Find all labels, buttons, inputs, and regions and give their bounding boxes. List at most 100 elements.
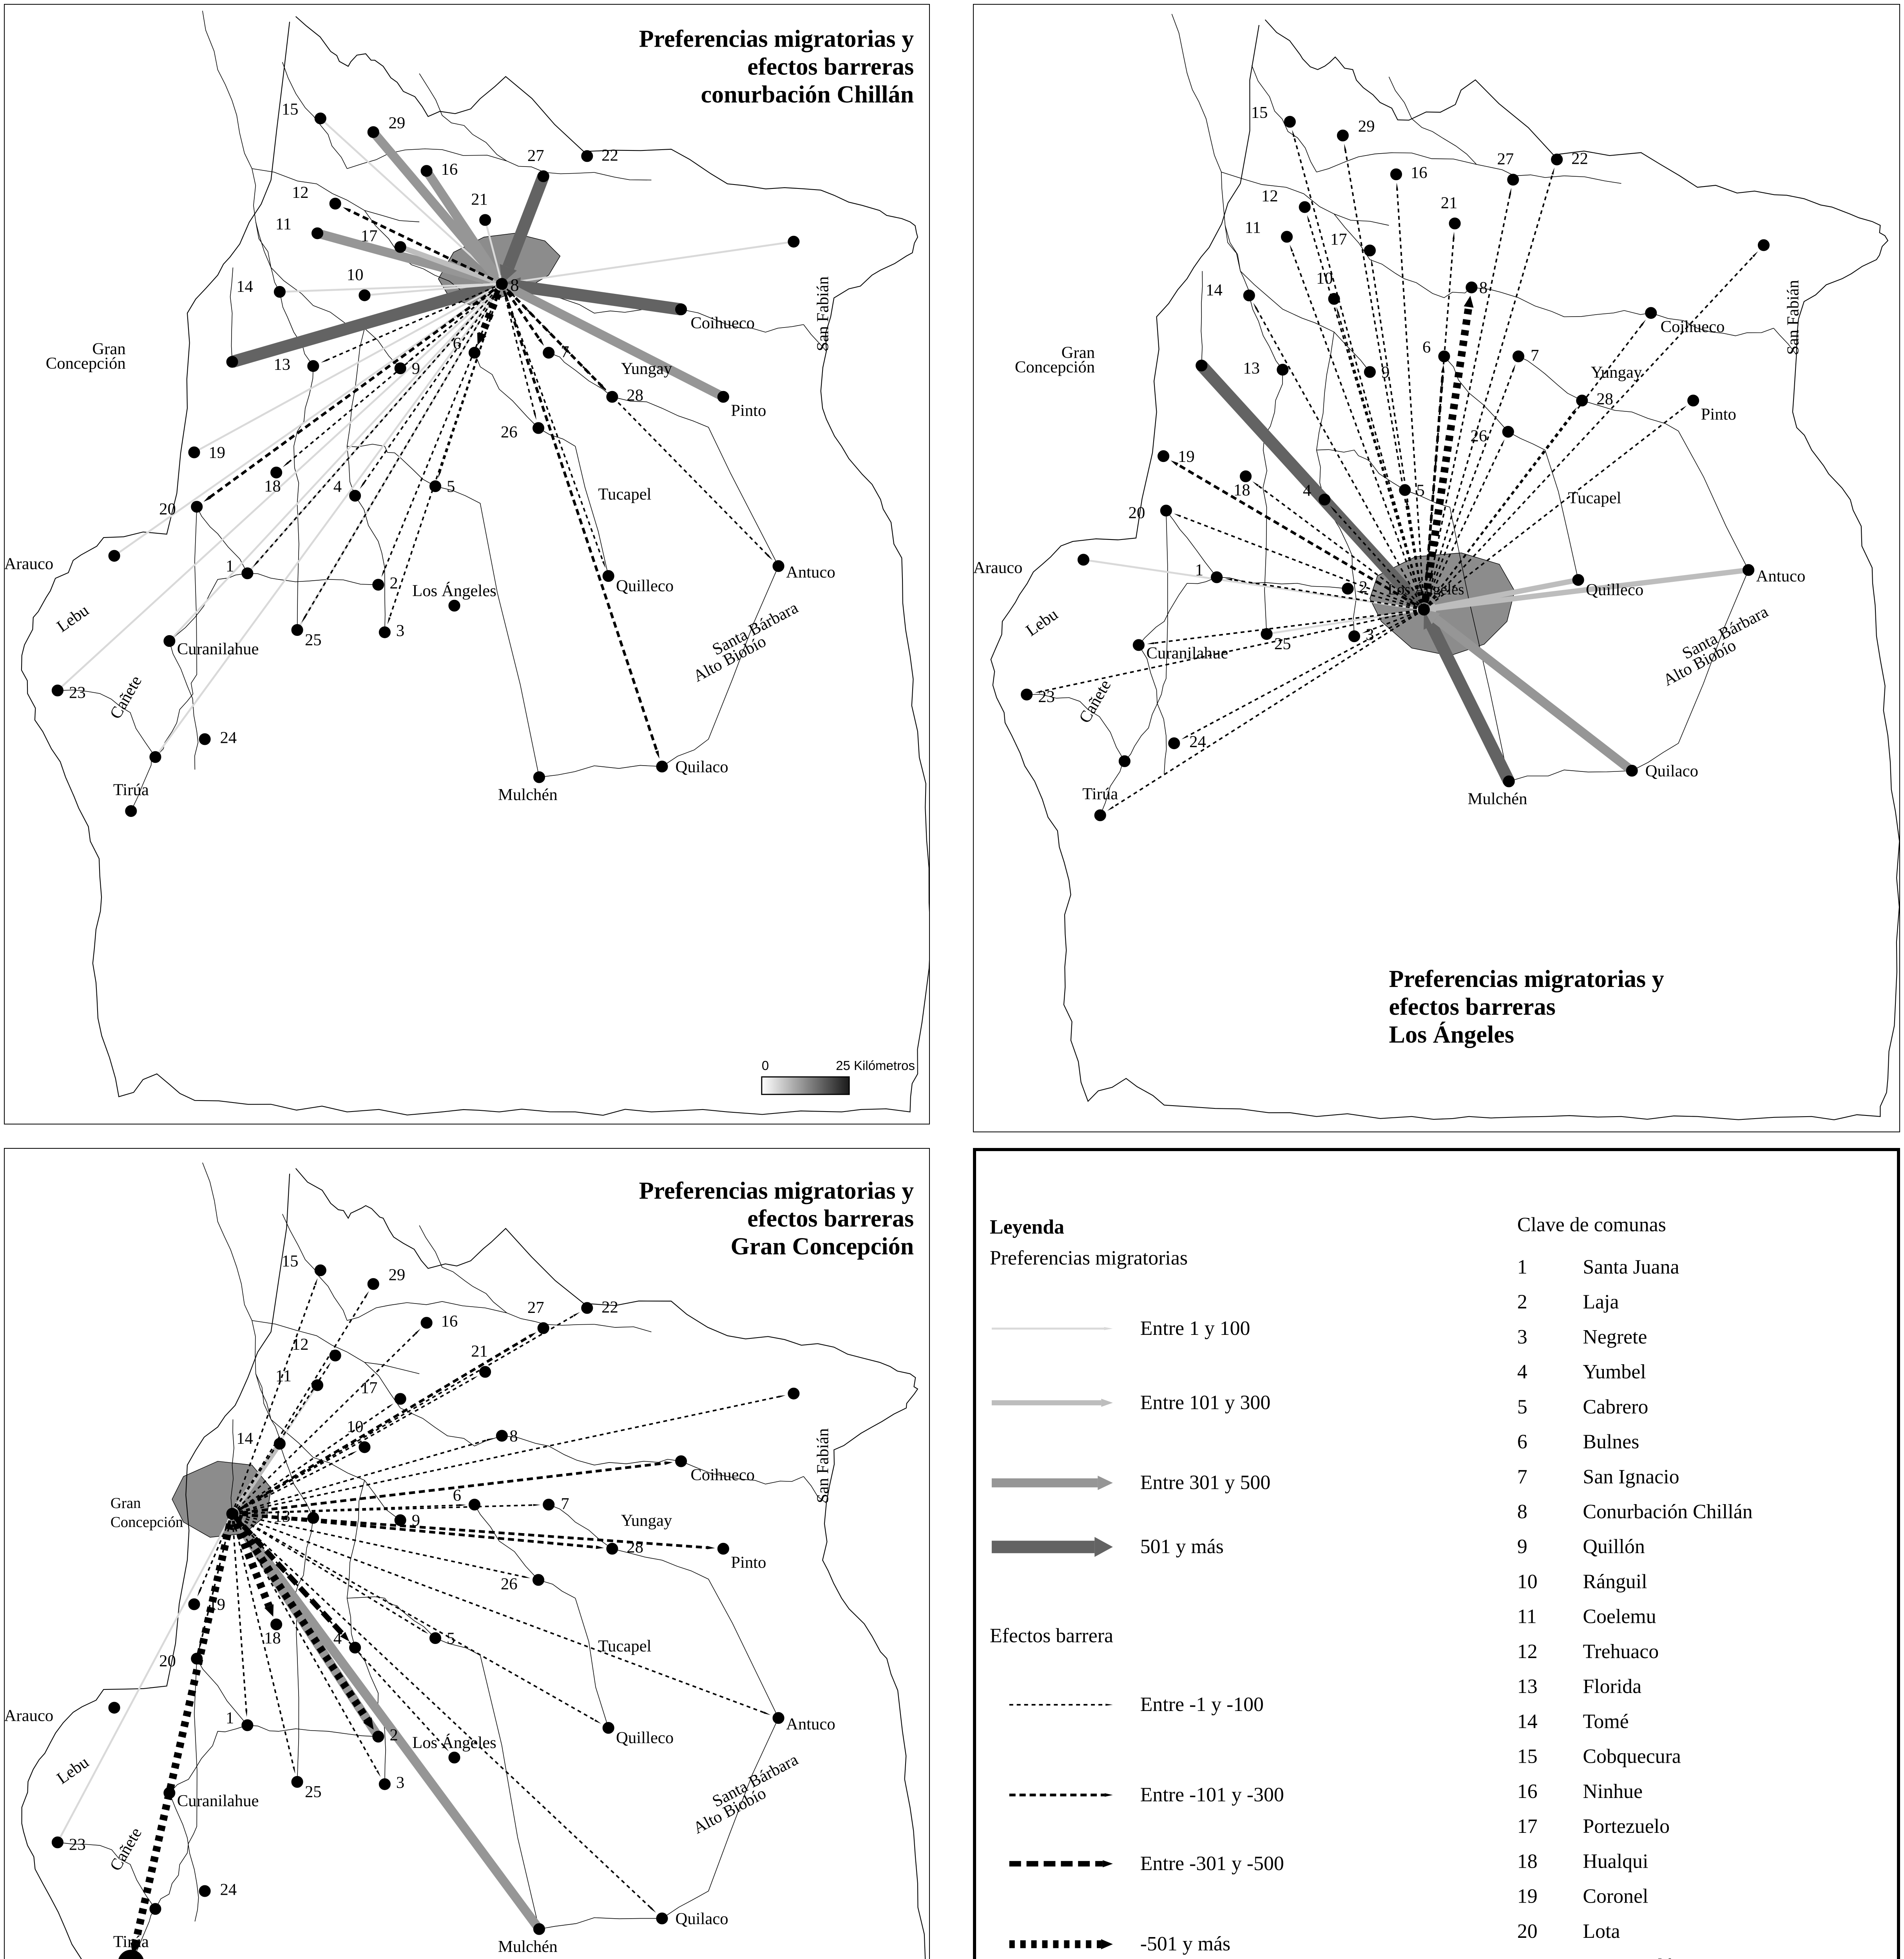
svg-text:Clave de comunas: Clave de comunas	[1517, 1214, 1666, 1236]
svg-text:25: 25	[305, 1783, 322, 1801]
svg-text:Preferencias migratorias: Preferencias migratorias	[990, 1247, 1188, 1269]
svg-text:5: 5	[1416, 481, 1424, 500]
svg-text:9: 9	[412, 360, 420, 378]
svg-text:17: 17	[361, 1379, 378, 1397]
svg-text:efectos barreras: efectos barreras	[747, 1206, 914, 1232]
svg-text:Cañete: Cañete	[106, 1825, 145, 1874]
svg-text:12: 12	[1261, 187, 1278, 205]
svg-text:15: 15	[1517, 1745, 1538, 1768]
svg-text:3: 3	[1366, 626, 1374, 644]
svg-text:1: 1	[226, 557, 234, 575]
svg-text:25: 25	[305, 631, 322, 649]
svg-text:5: 5	[1517, 1396, 1527, 1418]
svg-text:Quilleco: Quilleco	[1586, 581, 1643, 599]
svg-text:Lebu: Lebu	[53, 1753, 92, 1788]
svg-text:Curanilahue: Curanilahue	[1146, 644, 1228, 662]
svg-text:16: 16	[1517, 1780, 1538, 1803]
svg-text:Lebu: Lebu	[53, 601, 92, 636]
svg-text:Quilaco: Quilaco	[675, 1910, 728, 1928]
svg-text:Tucapel: Tucapel	[598, 1637, 651, 1655]
svg-text:San Fabián: San Fabián	[814, 1428, 832, 1503]
svg-text:7: 7	[1531, 346, 1539, 365]
svg-text:21: 21	[471, 190, 488, 209]
svg-text:19: 19	[1178, 447, 1195, 466]
svg-text:11: 11	[275, 1367, 292, 1385]
svg-text:Curanilahue: Curanilahue	[177, 640, 259, 658]
svg-text:18: 18	[1517, 1850, 1538, 1872]
svg-text:Antuco: Antuco	[1756, 567, 1806, 585]
svg-text:15: 15	[1251, 103, 1268, 122]
svg-text:Cabrero: Cabrero	[1583, 1396, 1648, 1418]
svg-text:20: 20	[1517, 1920, 1538, 1943]
svg-text:24: 24	[1189, 733, 1206, 751]
svg-text:3: 3	[396, 1773, 404, 1792]
svg-text:Los Ángeles: Los Ángeles	[412, 582, 496, 600]
svg-text:27: 27	[527, 147, 544, 165]
svg-text:27: 27	[1497, 150, 1514, 168]
svg-text:28: 28	[627, 1538, 643, 1557]
svg-text:Tirúa: Tirúa	[1082, 785, 1118, 803]
svg-text:4: 4	[1303, 481, 1311, 500]
svg-text:Yungay: Yungay	[621, 360, 672, 378]
svg-text:20: 20	[159, 500, 176, 518]
svg-text:Yumbel: Yumbel	[1583, 1361, 1646, 1383]
svg-text:29: 29	[389, 1266, 406, 1284]
svg-text:19: 19	[208, 444, 225, 462]
svg-text:Ninhue: Ninhue	[1583, 1780, 1643, 1803]
svg-text:12: 12	[292, 183, 309, 202]
svg-text:26: 26	[501, 423, 518, 442]
svg-text:24: 24	[220, 728, 237, 747]
svg-text:14: 14	[1206, 281, 1223, 299]
svg-text:Tirúa: Tirúa	[113, 1932, 149, 1951]
svg-text:6: 6	[453, 1486, 461, 1505]
svg-text:29: 29	[1358, 117, 1375, 136]
svg-text:Laja: Laja	[1583, 1291, 1619, 1313]
svg-text:16: 16	[441, 160, 458, 179]
svg-text:0: 0	[762, 1058, 769, 1073]
svg-text:6: 6	[1517, 1431, 1527, 1453]
svg-text:Lebu: Lebu	[1023, 605, 1062, 640]
svg-text:Coronel: Coronel	[1583, 1885, 1648, 1908]
svg-text:Cañete: Cañete	[106, 673, 145, 722]
svg-text:Pinto: Pinto	[731, 1553, 766, 1572]
svg-text:Concepción: Concepción	[46, 354, 126, 373]
svg-text:15: 15	[282, 1252, 299, 1271]
svg-text:2: 2	[389, 574, 398, 592]
svg-text:Quilleco: Quilleco	[616, 577, 674, 595]
svg-text:20: 20	[1129, 504, 1145, 522]
svg-text:Yungay: Yungay	[621, 1512, 672, 1530]
svg-text:Cañete: Cañete	[1076, 677, 1115, 726]
svg-text:Coihueco: Coihueco	[690, 314, 755, 332]
svg-text:2: 2	[1517, 1291, 1527, 1313]
svg-text:Entre 1 y 100: Entre 1 y 100	[1140, 1317, 1250, 1340]
svg-text:13: 13	[1517, 1675, 1538, 1698]
svg-text:Leyenda: Leyenda	[990, 1216, 1064, 1238]
svg-text:Santa Juana: Santa Juana	[1583, 1256, 1679, 1278]
svg-text:3: 3	[1517, 1326, 1527, 1348]
svg-text:4: 4	[333, 478, 342, 496]
svg-text:2: 2	[1359, 578, 1368, 596]
svg-text:26: 26	[1471, 427, 1487, 445]
svg-text:16: 16	[441, 1312, 458, 1331]
svg-text:18: 18	[264, 1629, 281, 1648]
svg-text:Concepción: Concepción	[111, 1514, 183, 1531]
svg-text:25: 25	[1274, 635, 1291, 653]
svg-text:17: 17	[1330, 230, 1347, 249]
svg-text:24: 24	[220, 1880, 237, 1899]
svg-text:7: 7	[1517, 1466, 1527, 1488]
svg-text:San Nicolás: San Nicolás	[1583, 1955, 1680, 1959]
svg-text:1: 1	[1195, 561, 1203, 579]
svg-text:7: 7	[561, 343, 569, 361]
svg-text:8: 8	[1479, 279, 1487, 297]
svg-text:Mulchén: Mulchén	[1468, 790, 1527, 808]
svg-text:28: 28	[1596, 390, 1613, 408]
svg-text:Negrete: Negrete	[1583, 1326, 1647, 1348]
svg-text:Entre -1 y -100: Entre -1 y -100	[1140, 1693, 1264, 1716]
svg-text:Tucapel: Tucapel	[1568, 489, 1621, 507]
svg-text:Concepción: Concepción	[1015, 358, 1095, 376]
svg-text:Los Ángeles: Los Ángeles	[1389, 1021, 1514, 1048]
svg-text:1: 1	[226, 1709, 234, 1727]
svg-text:3: 3	[396, 621, 404, 640]
svg-text:28: 28	[627, 386, 643, 405]
svg-text:efectos barreras: efectos barreras	[747, 54, 914, 80]
